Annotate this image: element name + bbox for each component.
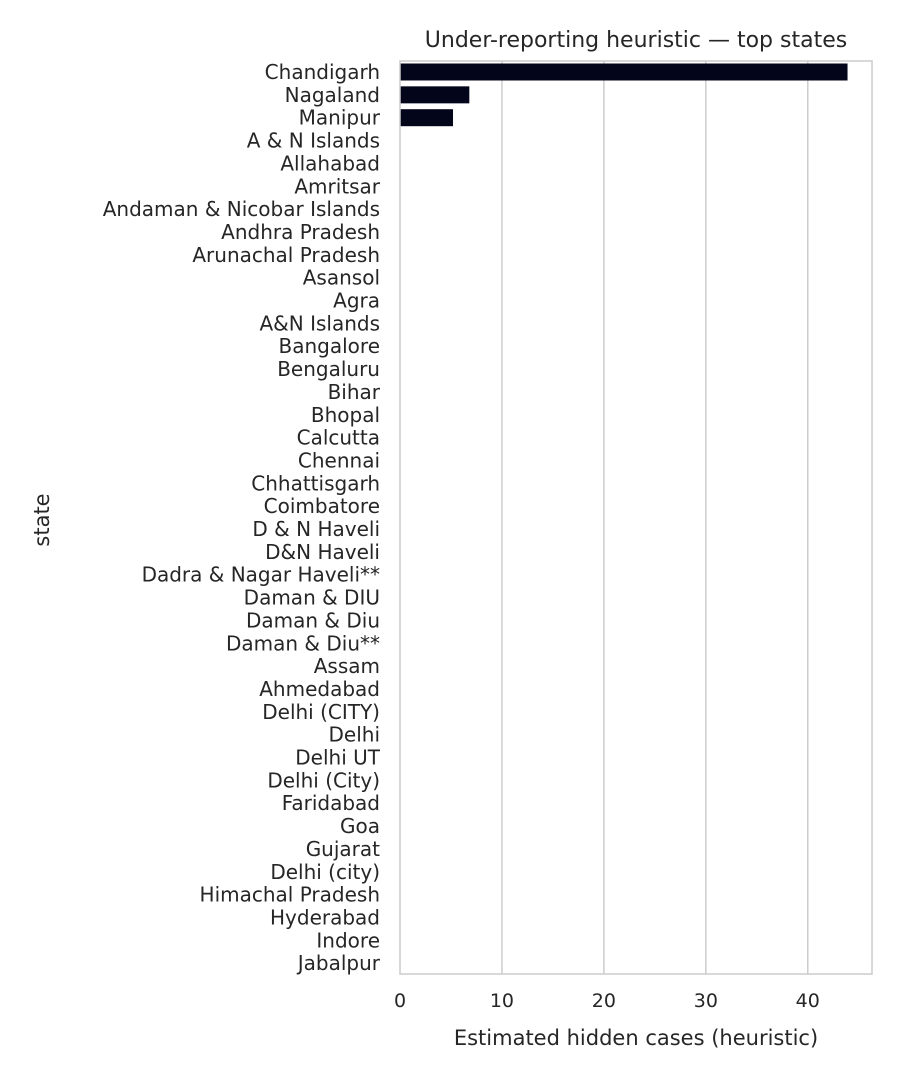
category-label: Daman & Diu [246, 608, 380, 632]
category-label: Manipur [299, 106, 381, 130]
category-label: Nagaland [285, 83, 380, 107]
x-tick-label: 30 [694, 990, 718, 1012]
category-label: Daman & Diu** [226, 631, 380, 655]
grid-lines [501, 61, 809, 974]
category-label: Delhi UT [295, 746, 380, 770]
x-tick-label: 0 [394, 990, 406, 1012]
category-label: Bangalore [279, 334, 380, 358]
category-label: A&N Islands [259, 311, 380, 335]
category-label: Delhi (CITY) [262, 700, 380, 724]
x-tick-label: 10 [490, 990, 514, 1012]
category-label: Faridabad [282, 791, 380, 815]
category-label: Chhattisgarh [251, 471, 380, 495]
category-label: Daman & DIU [244, 586, 380, 610]
category-label: Amritsar [294, 174, 380, 198]
category-label: D & N Haveli [252, 517, 380, 541]
category-label: Himachal Pradesh [200, 883, 380, 907]
category-label: Indore [316, 928, 380, 952]
bars [400, 63, 848, 127]
category-label: Goa [340, 814, 380, 838]
category-label: Dadra & Nagar Haveli** [142, 563, 380, 587]
bar [400, 63, 848, 81]
category-label: Delhi (city) [270, 860, 380, 884]
category-label: D&N Haveli [265, 540, 380, 564]
x-tick-labels: 0 10 20 30 40 [394, 990, 820, 1012]
category-label: Bhopal [311, 403, 380, 427]
bar [400, 86, 470, 104]
category-label: Allahabad [280, 151, 380, 175]
x-tick-label: 20 [592, 990, 616, 1012]
category-label: Assam [314, 654, 380, 678]
category-label: Bihar [328, 380, 381, 404]
x-axis-label: Estimated hidden cases (heuristic) [454, 1026, 818, 1050]
category-label: Coimbatore [264, 494, 380, 518]
category-label: Chennai [298, 448, 380, 472]
category-label: A & N Islands [247, 129, 380, 153]
x-tick-label: 40 [796, 990, 820, 1012]
category-label: Chandigarh [265, 60, 380, 84]
category-label: Jabalpur [296, 951, 381, 975]
category-label: Bengaluru [277, 357, 380, 381]
category-label: Andaman & Nicobar Islands [103, 197, 380, 221]
category-label: Gujarat [306, 837, 380, 861]
category-label: Ahmedabad [259, 677, 380, 701]
plot-frame [399, 60, 873, 975]
category-label: Calcutta [297, 426, 380, 450]
category-label: Andhra Pradesh [221, 220, 380, 244]
category-label: Agra [333, 289, 380, 313]
category-label: Hyderabad [270, 905, 380, 929]
category-label: Delhi [329, 723, 381, 747]
bar [400, 109, 454, 127]
chart-title: Under-reporting heuristic — top states [425, 28, 847, 53]
y-axis-label: state [30, 493, 54, 546]
category-label: Delhi (City) [267, 768, 380, 792]
category-label: Arunachal Pradesh [192, 243, 380, 267]
category-label: Asansol [303, 266, 380, 290]
